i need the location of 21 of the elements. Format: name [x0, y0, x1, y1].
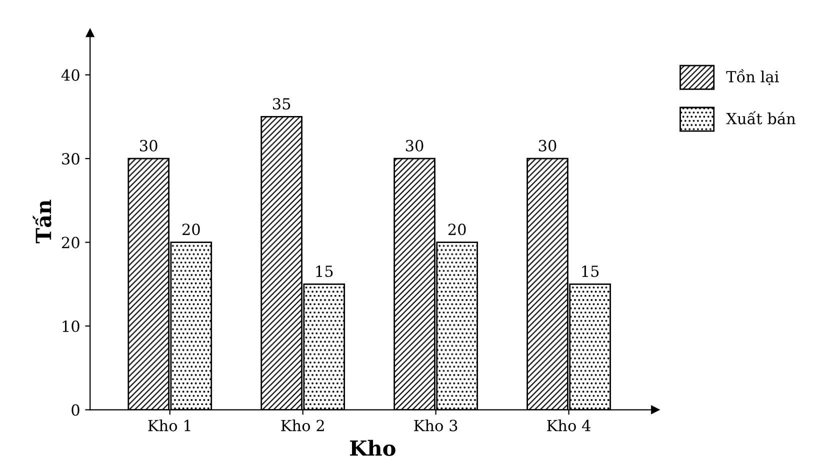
x-axis-title: Kho: [350, 440, 396, 456]
data-label: 20: [182, 224, 200, 236]
data-label: 30: [538, 140, 556, 152]
legend-label: Tồn lại: [726, 69, 779, 86]
data-label: 30: [406, 140, 424, 152]
y-tick-label: 40: [61, 69, 80, 81]
data-label: 30: [140, 140, 158, 152]
x-tick-label: Kho 3: [414, 419, 458, 432]
data-label: 20: [448, 224, 466, 236]
y-axis-title: Tấn: [32, 200, 52, 244]
y-tick-label: 0: [72, 404, 80, 416]
x-tick-label: Kho 4: [547, 419, 591, 432]
y-tick-label: 30: [62, 153, 80, 165]
legend-label: Xuất bán: [726, 111, 796, 124]
data-label: 15: [582, 265, 599, 278]
x-tick-label: Kho 2: [281, 419, 324, 432]
data-label: 35: [273, 98, 290, 110]
y-tick-label: 10: [62, 320, 80, 332]
y-tick-label: 20: [62, 236, 80, 248]
x-tick-label: Kho 1: [148, 419, 190, 432]
data-label: 15: [316, 265, 333, 278]
